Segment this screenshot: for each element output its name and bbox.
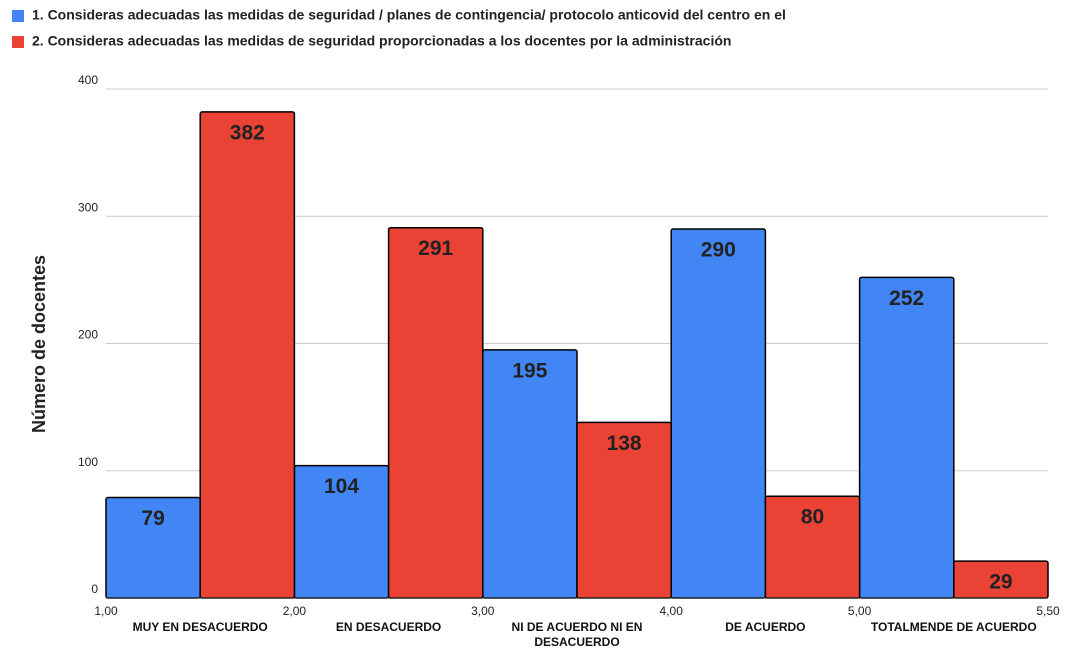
data-label: 80 <box>801 506 824 529</box>
category-label: DE ACUERDO <box>725 620 806 634</box>
data-label: 252 <box>889 287 924 310</box>
legend-label: 2. Consideras adecuadas las medidas de s… <box>32 33 731 49</box>
category-label: TOTALMENDE DE ACUERDO <box>870 620 1037 634</box>
legend-label: 1. Consideras adecuadas las medidas de s… <box>32 7 786 23</box>
category-label: MUY EN DESACUERDO <box>132 620 268 634</box>
bar <box>858 276 955 599</box>
data-label: 382 <box>230 121 265 144</box>
y-tick-label: 100 <box>78 455 98 469</box>
category-label-box: NI DE ACUERDO NI EN DESACUERDO <box>511 620 643 649</box>
y-tick-label: 0 <box>91 582 98 596</box>
data-label: 29 <box>989 571 1012 594</box>
data-label: 291 <box>418 237 453 260</box>
bar <box>387 226 484 599</box>
y-tick-label: 400 <box>78 73 98 87</box>
category-label-box: MUY EN DESACUERDO <box>132 620 268 634</box>
category-label: NI DE ACUERDO NI EN DESACUERDO <box>511 620 643 649</box>
bar <box>482 349 578 599</box>
category-label-box: DE ACUERDO <box>725 620 806 634</box>
legend-swatch <box>12 10 24 22</box>
x-tick-label: 5,50 <box>1036 604 1060 618</box>
data-label: 79 <box>141 507 164 530</box>
data-label: 138 <box>607 432 642 455</box>
category-label: EN DESACUERDO <box>335 620 442 634</box>
x-tick-label: 5,00 <box>848 604 872 618</box>
data-label: 290 <box>701 239 736 262</box>
x-tick-label: 1,00 <box>94 604 118 618</box>
y-tick-label: 300 <box>78 200 98 214</box>
y-axis-label: Número de docentes <box>29 255 49 433</box>
bar <box>199 111 296 599</box>
x-tick-label: 3,00 <box>471 604 495 618</box>
x-tick-label: 2,00 <box>283 604 307 618</box>
legend-swatch <box>12 36 24 48</box>
data-label: 195 <box>512 359 547 382</box>
bar <box>670 228 767 599</box>
data-label: 104 <box>324 475 359 498</box>
x-tick-label: 4,00 <box>660 604 684 618</box>
category-label-box: EN DESACUERDO <box>335 620 442 634</box>
category-label-box: TOTALMENDE DE ACUERDO <box>870 620 1037 634</box>
y-tick-label: 200 <box>78 328 98 342</box>
